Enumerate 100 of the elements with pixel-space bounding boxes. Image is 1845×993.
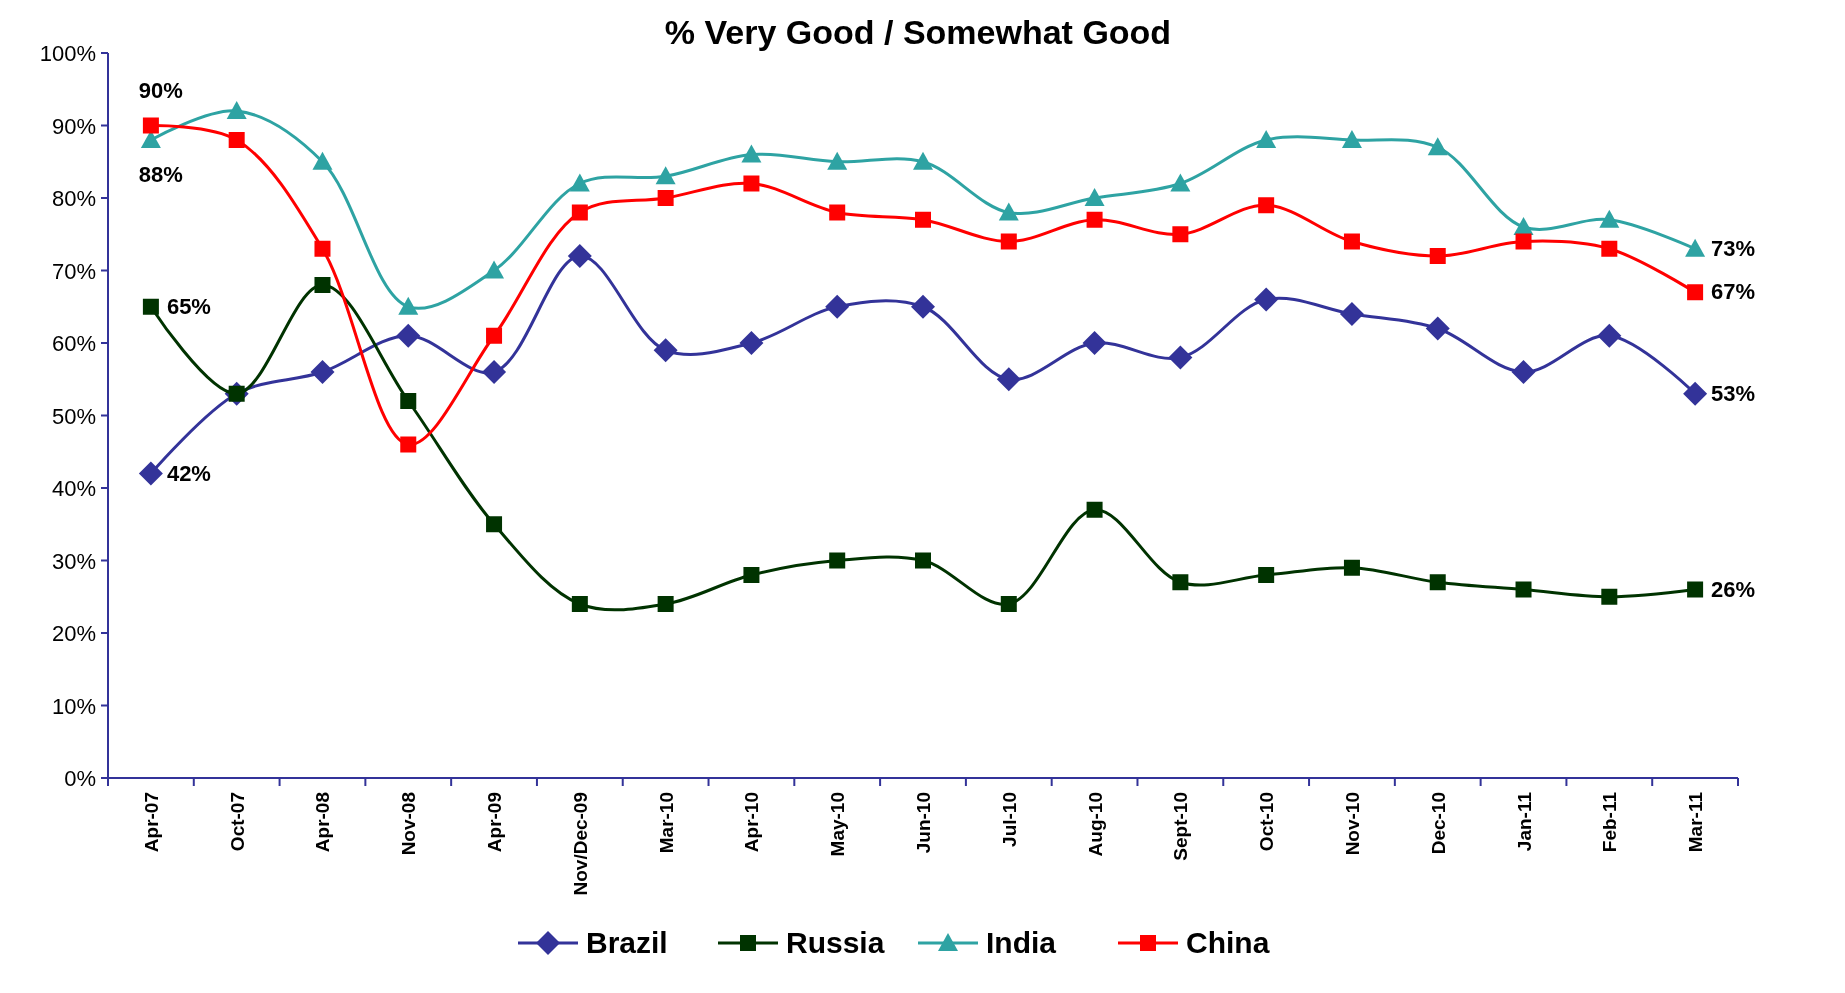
point — [1172, 574, 1189, 591]
point — [911, 294, 935, 319]
point — [996, 367, 1021, 392]
point — [1597, 323, 1622, 348]
data-label: 88% — [138, 162, 183, 187]
legend-label: China — [1186, 926, 1270, 959]
point — [655, 166, 676, 185]
x-tick-label: Oct-10 — [1256, 792, 1278, 852]
x-tick-label: Dec-10 — [1427, 792, 1449, 855]
point — [657, 190, 674, 206]
point — [1687, 581, 1704, 598]
point — [743, 567, 760, 583]
point — [1258, 567, 1275, 583]
point — [400, 393, 417, 409]
point — [1000, 596, 1017, 612]
y-tick-label: 90% — [51, 113, 96, 139]
y-tick-label: 80% — [51, 186, 96, 211]
point — [825, 294, 850, 319]
data-label: 90% — [138, 77, 183, 103]
point — [1601, 588, 1618, 605]
legend-label: India — [986, 926, 1057, 959]
point — [312, 151, 333, 170]
data-label: 53% — [1711, 380, 1756, 406]
point — [226, 101, 247, 119]
y-tick-label: 30% — [51, 548, 96, 574]
point — [400, 436, 417, 453]
point — [228, 132, 245, 148]
point — [142, 298, 159, 315]
point — [142, 117, 159, 134]
point — [486, 327, 503, 344]
point — [398, 296, 419, 315]
x-tick-label: Apr-07 — [140, 792, 162, 853]
point — [915, 211, 931, 228]
point — [569, 173, 590, 192]
y-tick-label: 60% — [51, 331, 96, 356]
point — [1343, 233, 1360, 250]
point — [741, 144, 762, 163]
point — [743, 175, 760, 192]
point — [1258, 197, 1275, 214]
point — [1086, 501, 1103, 518]
point — [1683, 381, 1708, 406]
point — [486, 516, 503, 533]
point — [571, 204, 588, 221]
point — [1429, 248, 1446, 264]
x-tick-label: Oct-07 — [226, 792, 248, 852]
x-tick-label: Apr-08 — [312, 792, 334, 853]
data-label: 73% — [1711, 235, 1756, 261]
y-tick-label: 10% — [51, 693, 96, 719]
x-tick-label: Nov-10 — [1341, 792, 1363, 856]
y-tick-label: 0% — [64, 766, 96, 791]
x-tick-label: Mar-11 — [1685, 791, 1707, 853]
point — [1515, 581, 1532, 598]
data-label: 26% — [1711, 576, 1756, 602]
point — [1601, 240, 1618, 257]
x-tick-label: Nov-08 — [398, 792, 420, 856]
point — [1427, 137, 1448, 156]
x-tick-label: Nov/Dec-09 — [569, 792, 591, 896]
point — [314, 277, 331, 293]
point — [484, 260, 505, 279]
x-tick-label: Aug-10 — [1084, 792, 1106, 857]
point — [1685, 238, 1706, 257]
point — [1511, 360, 1536, 384]
x-tick-label: Jan-11 — [1513, 791, 1535, 852]
point — [1256, 130, 1277, 148]
point — [915, 552, 931, 569]
point — [396, 323, 421, 348]
x-tick-label: Apr-09 — [484, 792, 506, 853]
point — [653, 338, 678, 363]
point — [1172, 226, 1189, 243]
point — [827, 151, 848, 170]
point — [567, 244, 592, 268]
point — [1341, 130, 1362, 148]
y-tick-label: 40% — [51, 476, 96, 501]
x-tick-label: Mar-10 — [655, 792, 677, 854]
point — [829, 204, 846, 221]
point — [829, 552, 846, 569]
point — [1168, 345, 1193, 370]
y-tick-label: 70% — [51, 258, 96, 284]
x-tick-label: Feb-11 — [1599, 791, 1621, 853]
data-label: 42% — [166, 460, 211, 486]
point — [482, 360, 507, 384]
x-tick-label: May-10 — [827, 792, 849, 857]
point — [1513, 217, 1534, 235]
y-tick-label: 20% — [51, 621, 96, 646]
point — [1254, 287, 1279, 312]
data-label: 65% — [166, 293, 211, 319]
point — [1084, 188, 1105, 206]
point — [138, 461, 163, 486]
point — [1515, 233, 1532, 250]
x-tick-label: Sept-10 — [1170, 792, 1192, 861]
point — [913, 151, 933, 170]
x-tick-label: Jun-10 — [913, 792, 934, 854]
point — [1086, 211, 1103, 228]
chart-title: % Very Good / Somewhat Good — [664, 13, 1172, 51]
point — [1425, 316, 1450, 341]
point — [657, 596, 674, 612]
point — [1082, 331, 1107, 355]
point — [310, 360, 335, 384]
point — [1000, 233, 1017, 250]
legend-label: Russia — [786, 926, 885, 959]
